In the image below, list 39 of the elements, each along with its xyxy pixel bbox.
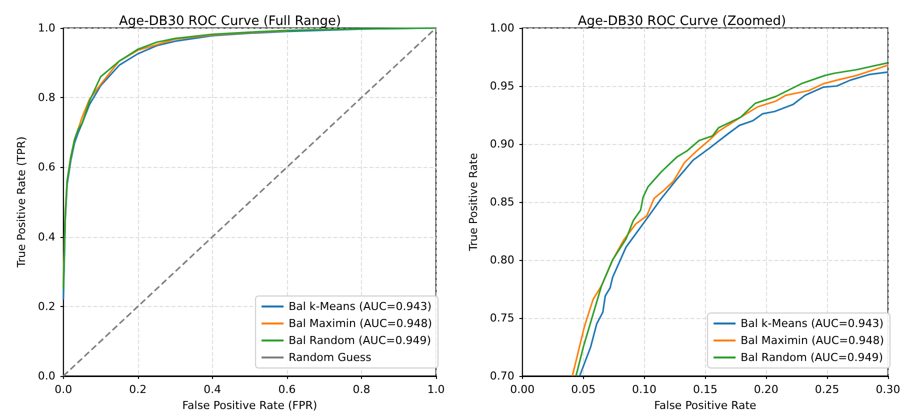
x-tick-label: 0.20 [754, 383, 778, 396]
x-tick-label: 0.05 [571, 383, 596, 396]
x-tick-label: 0.8 [352, 383, 370, 396]
legend-label: Bal Maximin (AUC=0.948) [288, 317, 432, 330]
y-tick-label: 0.4 [38, 230, 56, 244]
y-tick-label: 0.2 [38, 300, 56, 313]
x-tick-label: 0.00 [510, 383, 535, 396]
chart-title: Age-DB30 ROC Curve (Full Range) [118, 14, 342, 29]
legend-label: Bal k-Means (AUC=0.943) [288, 300, 432, 313]
x-axis-title: False Positive Rate [654, 398, 757, 412]
y-tick-label: 0.6 [38, 160, 56, 174]
y-tick-label: 0.75 [490, 312, 514, 324]
chart-title: Age-DB30 ROC Curve (Zoomed) [578, 14, 786, 29]
y-tick-label: 0.95 [490, 80, 514, 92]
legend-label: Bal Maximin (AUC=0.948) [740, 334, 884, 347]
x-axis-title: False Positive Rate (FPR) [182, 398, 318, 412]
y-axis-title: True Positive Rate (TPR) [15, 136, 28, 269]
legend-label: Bal k-Means (AUC=0.943) [740, 317, 884, 330]
x-tick-label: 0.2 [129, 383, 147, 396]
x-tick-label: 0.30 [876, 383, 900, 396]
y-tick-label: 0.0 [38, 370, 56, 382]
x-tick-label: 0.25 [814, 383, 840, 396]
x-tick-label: 0.0 [54, 383, 72, 396]
legend-label: Random Guess [288, 351, 372, 364]
y-tick-label: 1.0 [38, 22, 56, 34]
x-tick-label: 0.15 [692, 383, 718, 396]
x-tick-label: 0.6 [278, 383, 296, 396]
x-tick-label: 0.4 [204, 383, 222, 396]
legend-label: Bal Random (AUC=0.949) [740, 351, 884, 364]
y-tick-label: 0.80 [490, 254, 514, 266]
x-tick-label: 1.0 [427, 383, 445, 396]
y-tick-label: 0.70 [490, 370, 514, 382]
y-tick-label: 1.00 [490, 22, 514, 34]
legend-label: Bal Random (AUC=0.949) [288, 334, 432, 347]
y-tick-label: 0.90 [490, 138, 514, 150]
y-tick-label: 0.85 [490, 196, 514, 208]
y-tick-label: 0.8 [38, 91, 56, 104]
x-tick-label: 0.10 [632, 383, 657, 396]
y-axis-title: True Positive Rate [467, 152, 480, 252]
